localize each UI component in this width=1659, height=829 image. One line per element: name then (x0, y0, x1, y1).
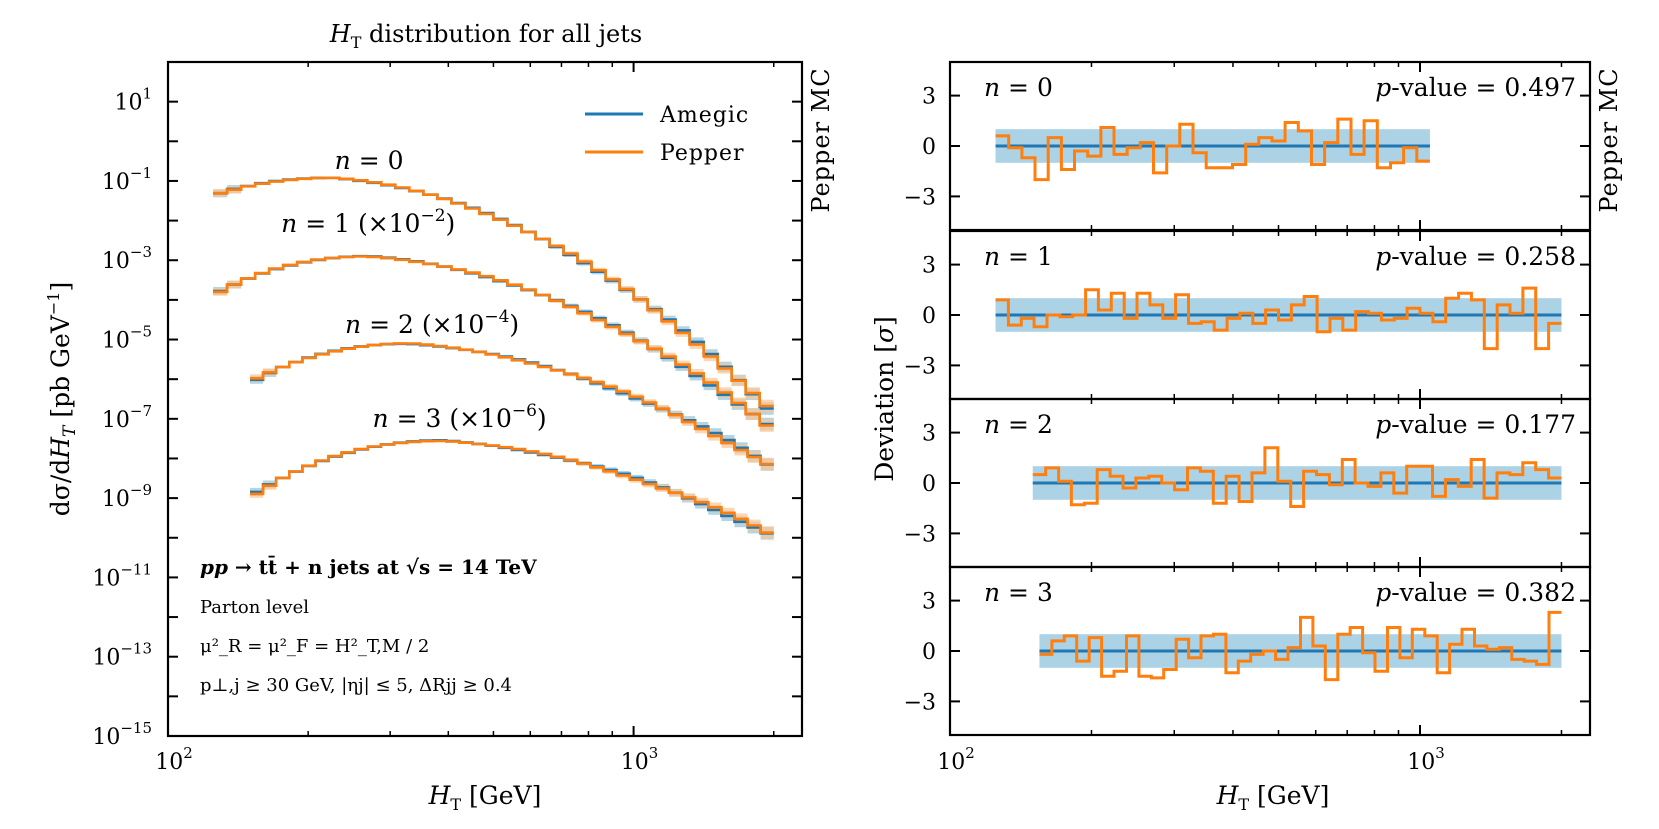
right-x-tick-labels: 102 103 (937, 744, 1445, 775)
left-y-tick-labels: 101 10−1 10−3 10−5 10−7 10−9 10−11 10−13 10−15 (92, 85, 152, 750)
curve-label-n0: n = 0 (335, 146, 404, 175)
y-tick-label: 0 (922, 472, 936, 497)
legend: Amegic Pepper (585, 103, 749, 166)
right-chart: 3 0 −3 n = 0 p-value = 0.497 3 0 −3 n = 1 p-value… (870, 60, 1623, 814)
x-tick-label: 102 (155, 744, 193, 775)
panel-plot-area (995, 286, 1562, 351)
curve-n3 (249, 439, 774, 540)
deviation-panel-n1: 3 0 −3 n = 1 p-value = 0.258 (904, 229, 1592, 401)
pepper-deviation-n0 (995, 117, 1430, 182)
scale-choice-text: μ²_R = μ²_F = H²_T,M / 2 (200, 636, 429, 657)
y-tick-label: 10−15 (92, 719, 152, 750)
curve-n0 (213, 176, 774, 415)
pepper-histogram-n0 (213, 176, 774, 408)
left-chart-title: HT distribution for all jets (329, 20, 642, 52)
y-tick-label: 3 (922, 254, 936, 279)
parton-level-text: Parton level (200, 597, 309, 618)
right-x-axis-label: HT [GeV] (1216, 781, 1330, 814)
process-annotations: pp → tt̄ + n jets at √s = 14 TeV Parton … (200, 554, 537, 696)
left-side-label: Pepper MC (807, 67, 835, 212)
pepper-histogram-n1 (213, 255, 774, 427)
panel-plot-area (1032, 446, 1562, 508)
panel-n-label: n = 2 (984, 410, 1053, 439)
legend-pepper-label: Pepper (660, 141, 745, 166)
pepper-histogram-n2 (250, 342, 774, 466)
legend-amegic-label: Amegic (659, 103, 749, 128)
amegic-histogram-n3 (250, 439, 774, 535)
panel-p-value: p-value = 0.382 (1375, 578, 1576, 607)
y-tick-label: 3 (922, 85, 936, 110)
curve-label-n3: n = 3 (×10−6) (373, 401, 547, 433)
y-tick-label: 10−3 (102, 243, 152, 274)
deviation-panel-n0: 3 0 −3 n = 0 p-value = 0.497 (904, 60, 1592, 232)
pepper-histogram-n3 (250, 439, 774, 534)
y-tick-label: 3 (922, 422, 936, 447)
curve-n1 (213, 254, 774, 432)
right-side-label: Pepper MC (1595, 67, 1623, 212)
y-tick-label: 10−7 (102, 402, 152, 433)
panel-n-label: n = 0 (984, 73, 1053, 102)
pepper-deviation-n2 (1032, 446, 1562, 508)
right-y-axis-label: Deviation [σ] (870, 316, 899, 482)
x-tick-label: 103 (1407, 744, 1445, 775)
x-tick-label: 102 (937, 744, 975, 775)
y-tick-label: 10−11 (92, 560, 152, 591)
left-y-axis-label: dσ/dHT [pb GeV−1] (44, 282, 80, 517)
panel-p-value: p-value = 0.177 (1375, 410, 1576, 439)
y-tick-label: 0 (922, 304, 936, 329)
pepper-deviation-n3 (1039, 610, 1562, 682)
left-axes-frame (166, 60, 804, 738)
curve-labels: n = 0 n = 1 (×10−2) n = 2 (×10−4) n = 3 (×1… (281, 146, 547, 433)
panel-p-value: p-value = 0.258 (1375, 242, 1576, 271)
y-tick-label: 10−13 (92, 640, 152, 671)
y-tick-label: −3 (904, 354, 936, 379)
left-x-axis-label: HT [GeV] (428, 781, 542, 814)
cuts-text: p⊥,j ≥ 30 GeV, |ηj| ≤ 5, ΔRjj ≥ 0.4 (200, 675, 512, 696)
y-tick-label: 10−5 (102, 323, 152, 354)
y-tick-label: 10−1 (102, 164, 152, 195)
left-chart: HT distribution for all jets 101 10−1 10−3… (44, 20, 835, 814)
y-tick-label: 0 (922, 135, 936, 160)
y-tick-label: −3 (904, 690, 936, 715)
y-tick-label: −3 (904, 522, 936, 547)
panel-n-label: n = 3 (984, 578, 1053, 607)
panel-plot-area (1039, 610, 1562, 682)
y-tick-label: 3 (922, 590, 936, 615)
y-tick-label: 0 (922, 640, 936, 665)
pepper-deviation-n1 (995, 286, 1562, 351)
panel-plot-area (995, 117, 1430, 182)
deviation-panel-n3: 3 0 −3 n = 3 p-value = 0.382 (904, 565, 1592, 737)
left-ticks (167, 61, 802, 737)
curve-label-n2: n = 2 (×10−4) (345, 307, 519, 339)
y-tick-label: −3 (904, 185, 936, 210)
x-tick-label: 103 (621, 744, 659, 775)
y-tick-label: 10−9 (102, 481, 152, 512)
process-text: pp → tt̄ + n jets at √s = 14 TeV (200, 554, 537, 579)
panel-p-value: p-value = 0.497 (1375, 73, 1576, 102)
curve-label-n1: n = 1 (×10−2) (281, 206, 455, 238)
deviation-panels: 3 0 −3 n = 0 p-value = 0.497 3 0 −3 n = 1 p-value… (904, 60, 1592, 737)
curve-group (213, 176, 774, 540)
deviation-panel-n2: 3 0 −3 n = 2 p-value = 0.177 (904, 397, 1592, 569)
curve-n2 (249, 342, 774, 471)
panel-n-label: n = 1 (984, 242, 1053, 271)
y-tick-label: 101 (114, 85, 152, 116)
left-x-tick-labels: 102 103 (155, 744, 658, 775)
